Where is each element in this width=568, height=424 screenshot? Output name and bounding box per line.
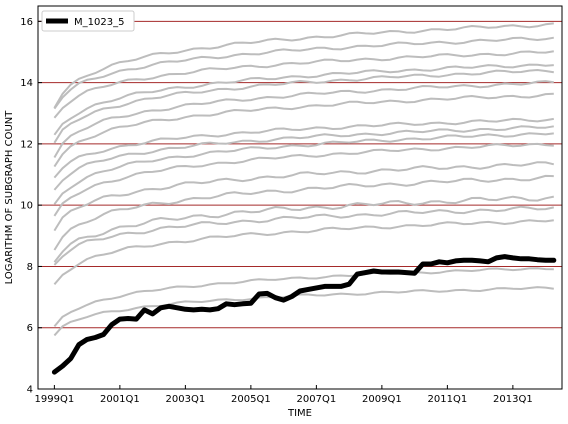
background-series-line <box>53 125 554 191</box>
background-series-line <box>53 92 554 168</box>
highlight-series-line <box>51 254 557 375</box>
background-series-line <box>53 205 555 266</box>
y-axis-ticks: 4 6 8 10 12 14 16 <box>20 17 42 396</box>
background-series-group <box>53 22 555 337</box>
background-series-line <box>53 195 555 263</box>
background-series-line <box>53 117 554 179</box>
y-tick-label: 12 <box>20 139 33 150</box>
x-tick-label: 1999Q1 <box>35 394 75 405</box>
background-series-line <box>53 69 554 144</box>
legend-entry-label: M_1023_5 <box>74 17 124 28</box>
y-tick-label: 10 <box>20 201 33 212</box>
background-series-line <box>53 267 554 328</box>
x-tick-label: 2009Q1 <box>362 394 402 405</box>
plot-frame <box>37 5 563 390</box>
background-series-line <box>53 161 555 232</box>
y-tick-label: 16 <box>20 17 33 28</box>
background-series-line <box>53 63 554 136</box>
x-tick-label: 2003Q1 <box>166 394 206 405</box>
highlight-series-group <box>51 254 557 375</box>
background-series-line <box>53 80 554 159</box>
background-series-line <box>53 132 554 205</box>
x-tick-label: 2013Q1 <box>493 394 533 405</box>
x-tick-label: 2007Q1 <box>297 394 337 405</box>
x-tick-label: 2001Q1 <box>100 394 140 405</box>
background-series-line <box>53 219 554 285</box>
y-tick-label: 6 <box>27 323 33 334</box>
background-series-line <box>53 36 554 110</box>
background-series-line <box>53 22 554 109</box>
background-series-line <box>53 50 554 119</box>
background-series-line <box>53 174 554 251</box>
y-tick-label: 4 <box>27 385 33 396</box>
x-axis-label: TIME <box>287 408 312 419</box>
x-tick-label: 2005Q1 <box>231 394 271 405</box>
x-axis-ticks: 1999Q1 2001Q1 2003Q1 2005Q1 2007Q1 2009Q1 2011… <box>35 385 533 405</box>
x-tick-label: 2011Q1 <box>428 394 468 405</box>
y-tick-label: 8 <box>27 262 33 273</box>
background-series-line <box>53 286 554 337</box>
legend-box <box>41 10 135 32</box>
y-axis-label: LOGARITHM OF SUBGRAPH COUNT <box>4 110 15 285</box>
legend: M_1023_5 <box>41 10 135 32</box>
y-tick-label: 14 <box>20 78 33 89</box>
background-series-line <box>53 142 554 217</box>
